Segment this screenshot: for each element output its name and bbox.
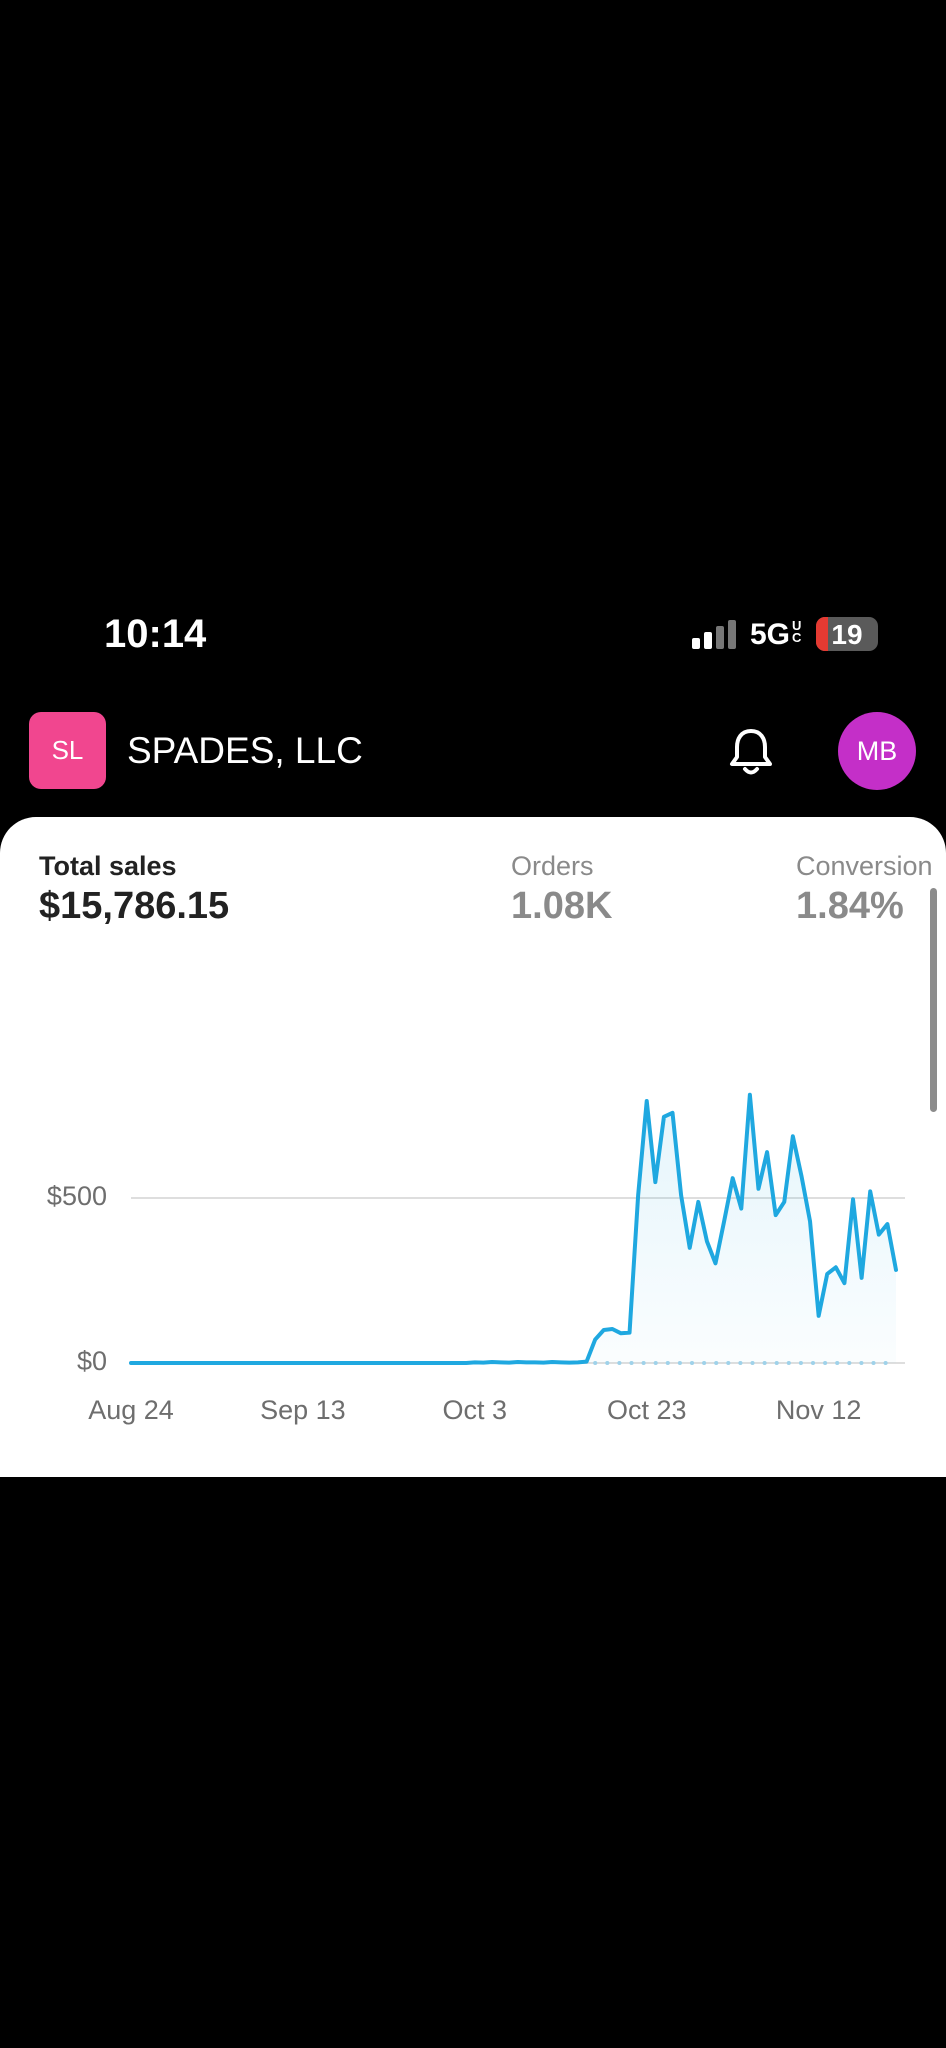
battery: 19 <box>816 617 878 651</box>
y-tick-label: $0 <box>77 1346 107 1376</box>
network: 5G <box>750 618 791 651</box>
battery-level: 19 <box>831 619 863 650</box>
bell-icon[interactable] <box>726 726 776 778</box>
x-tick-label: Nov 12 <box>776 1395 862 1425</box>
y-tick-label: $500 <box>47 1181 107 1211</box>
metric-value: 1.84% <box>796 885 904 927</box>
store-name[interactable]: SPADES, LLC <box>127 730 363 771</box>
sales-card: Total sales $15,786.15 Orders 1.08K Conv… <box>0 817 946 1477</box>
sales-line <box>129 1092 898 1365</box>
scrollbar[interactable] <box>930 888 937 1112</box>
avatar[interactable]: MB <box>838 712 916 790</box>
network-sub: UC <box>792 618 802 645</box>
metric-label[interactable]: Total sales <box>39 851 177 881</box>
metric-value: $15,786.15 <box>39 885 230 927</box>
signal-icon <box>692 620 736 649</box>
sales-chart: $0 $500 Aug 24 Sep 13 Oct 3 Oct 23 Nov 12 <box>47 1092 905 1425</box>
metric-label[interactable]: Conversion <box>796 851 933 881</box>
metric-label[interactable]: Orders <box>511 851 594 881</box>
x-tick-label: Oct 3 <box>443 1395 508 1425</box>
metric-value: 1.08K <box>511 885 613 927</box>
x-tick-label: Sep 13 <box>260 1395 346 1425</box>
status-time: 10:14 <box>104 612 207 656</box>
store-badge[interactable]: SL <box>29 712 106 789</box>
x-tick-label: Aug 24 <box>88 1395 174 1425</box>
area <box>131 1094 896 1363</box>
x-tick-label: Oct 23 <box>607 1395 687 1425</box>
